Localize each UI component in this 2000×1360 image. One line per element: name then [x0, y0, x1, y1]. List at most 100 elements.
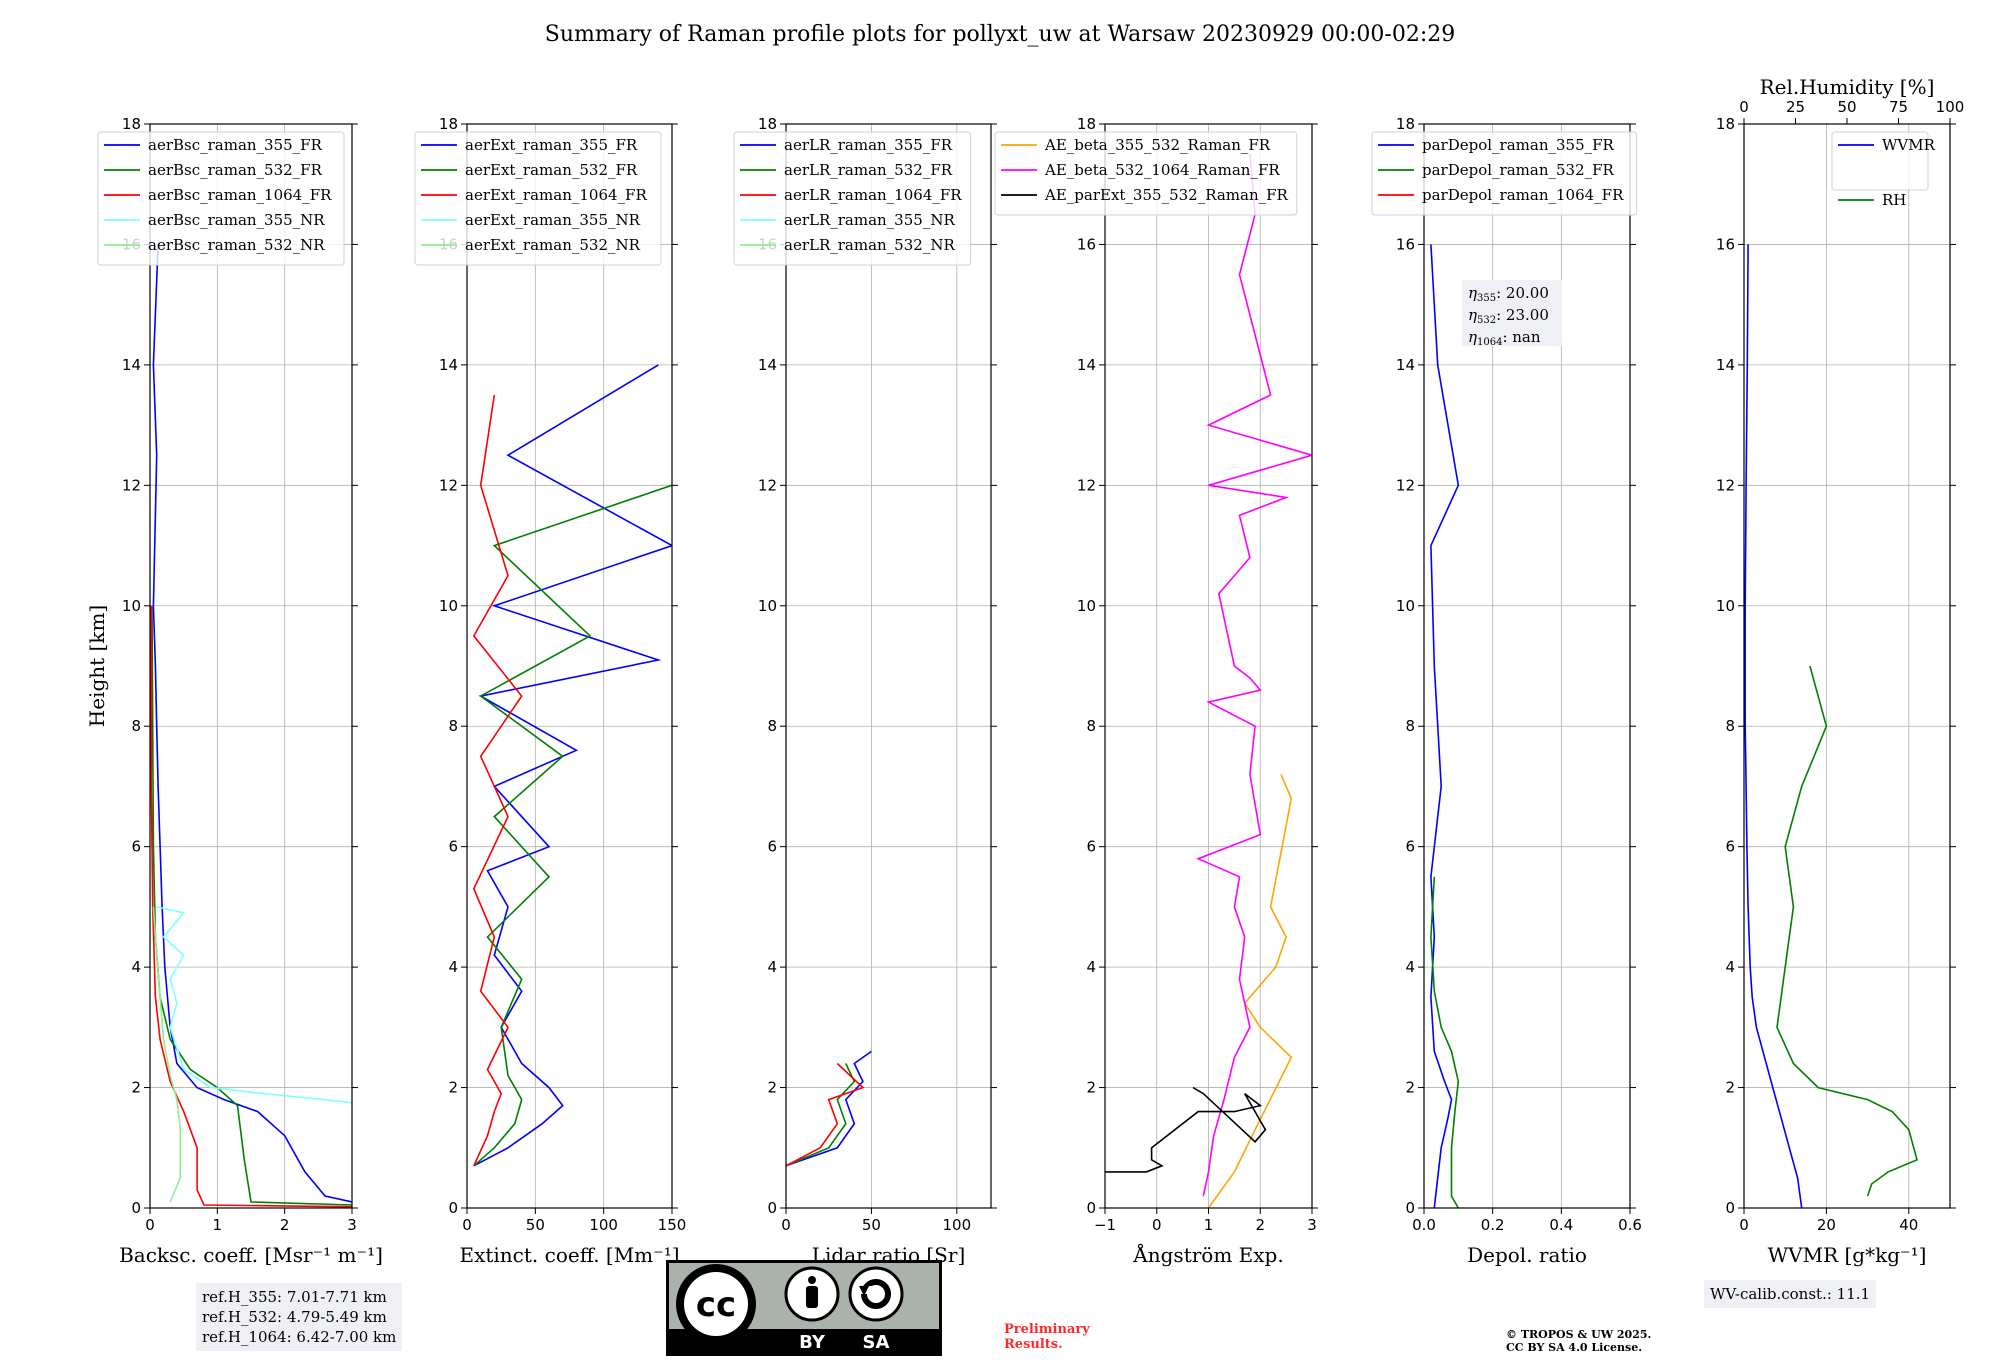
series-line-4 [152, 906, 182, 1203]
panel-backscatter: 0123024681012141618Backsc. coeff. [Msr⁻¹… [85, 115, 383, 1267]
cc-logo-text: cc [696, 1285, 736, 1325]
cc-sa-label: SA [863, 1332, 890, 1353]
legend-entry-3: aerBsc_raman_355_NR [148, 211, 325, 229]
series-line-2 [1105, 1086, 1267, 1173]
y-tick-label-1: 2 [767, 1079, 777, 1097]
y-axis-label: Height [km] [85, 605, 109, 727]
x-tick-label-4: 3 [1307, 1216, 1317, 1234]
x-tick-label-1: 20 [1817, 1216, 1836, 1234]
y-tick-label-6: 12 [1716, 476, 1735, 494]
y-tick-label-2: 4 [448, 958, 458, 976]
top-tick-label-3: 75 [1889, 98, 1908, 116]
x-tick-label-1: 0 [1152, 1216, 1162, 1234]
legend-entry-0: aerLR_raman_355_FR [784, 136, 953, 154]
x-tick-label-1: 0.2 [1481, 1216, 1505, 1234]
series-group [1744, 244, 1918, 1208]
x-tick-label-1: 50 [862, 1216, 881, 1234]
y-tick-label-1: 2 [131, 1079, 141, 1097]
series-line-0 [1744, 244, 1803, 1208]
series-line-1 [1430, 876, 1460, 1208]
panel-extinction: 050100150024681012141618Extinct. coeff. … [414, 115, 686, 1267]
copyright-line-1: © TROPOS & UW 2025. [1506, 1328, 1652, 1341]
eta-line-355: η355: 20.00 [1468, 284, 1549, 304]
y-tick-label-5: 10 [122, 597, 141, 615]
top-tick-label-1: 25 [1786, 98, 1805, 116]
legend-frame [1371, 131, 1638, 216]
legend-entry-3: aerExt_raman_355_NR [465, 211, 641, 229]
legend-entry-0: WVMR [1882, 136, 1936, 154]
y-tick-label-6: 12 [758, 476, 777, 494]
cc-logo-icon: cc [676, 1264, 756, 1344]
legend-entry-1: AE_beta_532_1064_Raman_FR [1044, 161, 1280, 179]
series-group [786, 1050, 872, 1167]
x-tick-label-3: 2 [1255, 1216, 1265, 1234]
axes-frame [785, 123, 992, 1209]
y-tick-label-9: 18 [122, 115, 141, 133]
y-tick-label-6: 12 [122, 476, 141, 494]
y-tick-label-2: 4 [1405, 958, 1415, 976]
x-tick-label-0: 0 [1739, 1216, 1749, 1234]
axes-frame [466, 123, 673, 1209]
reference-height-box: ref.H_355: 7.01-7.71 km ref.H_532: 4.79-… [196, 1283, 403, 1351]
series-line-1 [473, 484, 672, 1167]
y-tick-label-0: 0 [1405, 1199, 1415, 1217]
y-tick-label-5: 10 [1396, 597, 1415, 615]
y-tick-label-8: 16 [1077, 235, 1096, 253]
y-tick-label-1: 2 [1405, 1079, 1415, 1097]
series-line-2 [786, 1062, 865, 1167]
series-line-1 [1196, 154, 1312, 1197]
x-tick-label-2: 1 [1204, 1216, 1214, 1234]
legend: aerBsc_raman_355_FR aerBsc_raman_532_FRae… [97, 131, 345, 266]
preliminary-line-1: Preliminary [1004, 1322, 1090, 1337]
wv-calibration-box: WV-calib.const.: 11.1 [1704, 1280, 1877, 1308]
x-tick-label-1: 50 [526, 1216, 545, 1234]
y-tick-label-8: 16 [1396, 235, 1415, 253]
top-tick-label-0: 0 [1739, 98, 1749, 116]
legend-entry-2: aerBsc_raman_1064_FR [148, 186, 332, 204]
legend-entry-2: AE_parExt_355_532_Raman_FR [1044, 186, 1289, 204]
panel-wvmr: 0 20 40 0 2 4 6 8 10 12 14 16 18 WVMR [g*kg⁻¹] 0 25 50 75… [1716, 75, 1964, 1267]
legend-entry-4: aerLR_raman_532_NR [784, 236, 955, 254]
series-line-2 [150, 605, 352, 1208]
y-tick-label-7: 14 [758, 356, 777, 374]
y-tick-label-0: 0 [1086, 1199, 1096, 1217]
panel-depol: 0.0 0.2 0.4 0.6 0 2 4 6 8 10 12 14 16 18 Depol. ratio p… [1371, 115, 1642, 1267]
x-tick-label-2: 100 [589, 1216, 618, 1234]
y-tick-label-4: 8 [131, 717, 141, 735]
legend-entry-1: aerLR_raman_532_FR [784, 161, 953, 179]
legend-entry-4: aerBsc_raman_532_NR [148, 236, 325, 254]
y-tick-label-4: 8 [1086, 717, 1096, 735]
series-group [472, 364, 672, 1167]
axes-frame [149, 123, 353, 1209]
series-line-1 [786, 1063, 856, 1167]
legend: aerExt_raman_355_FR aerExt_raman_532_FRae… [414, 131, 662, 266]
legend-entry-1: aerBsc_raman_532_FR [148, 161, 323, 179]
y-tick-label-3: 6 [131, 838, 141, 856]
y-tick-label-9: 18 [1077, 115, 1096, 133]
y-tick-label-4: 8 [1725, 717, 1735, 735]
series-line-0 [786, 1050, 872, 1167]
y-tick-label-8: 16 [1716, 235, 1735, 253]
legend: WVMR RH [1831, 131, 1936, 209]
person-icon [784, 1266, 840, 1322]
y-tick-label-6: 12 [1077, 476, 1096, 494]
eta-line-532: η532: 23.00 [1468, 306, 1549, 326]
y-tick-label-1: 2 [448, 1079, 458, 1097]
share-alike-icon [848, 1266, 904, 1322]
ref-line-1064: ref.H_1064: 6.42-7.00 km [202, 1328, 397, 1346]
y-tick-label-1: 2 [1725, 1079, 1735, 1097]
y-tick-label-2: 4 [767, 958, 777, 976]
legend-entry-3: aerLR_raman_355_NR [784, 211, 955, 229]
x-tick-label-0: −1 [1094, 1216, 1116, 1234]
legend-frame [994, 131, 1298, 216]
x-tick-label-1: 1 [213, 1216, 223, 1234]
y-tick-label-7: 14 [439, 356, 458, 374]
y-tick-label-7: 14 [1077, 356, 1096, 374]
series-line-3 [156, 906, 352, 1104]
x-tick-label-2: 40 [1899, 1216, 1918, 1234]
x-axis-label: Backsc. coeff. [Msr⁻¹ m⁻¹] [119, 1243, 383, 1267]
series-group [1105, 154, 1312, 1208]
